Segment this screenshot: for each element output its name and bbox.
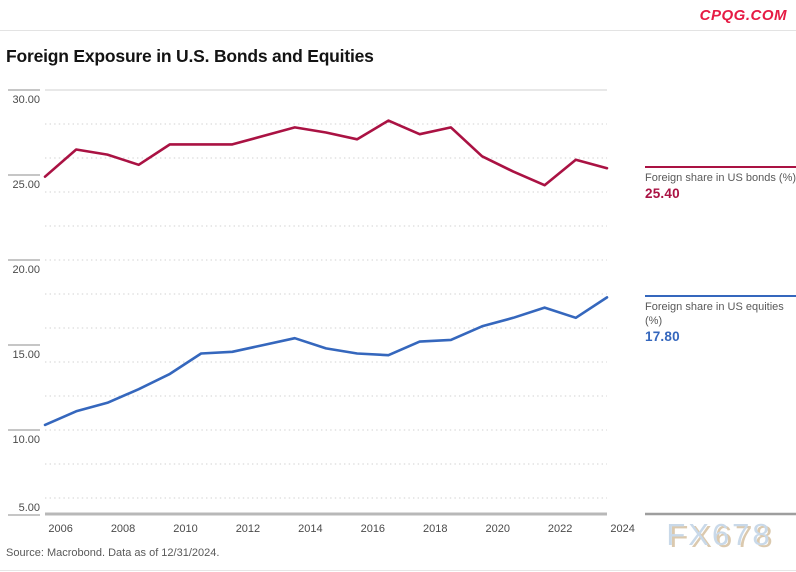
legend-equities-value: 17.80	[645, 329, 680, 345]
x-tick-label-2010: 2010	[173, 523, 197, 535]
x-tick-label-2008: 2008	[111, 523, 135, 535]
x-tick-label-2006: 2006	[48, 523, 72, 535]
x-tick-label-2018: 2018	[423, 523, 447, 535]
series-line-1	[43, 296, 609, 427]
footer-divider	[0, 570, 796, 571]
legend-bonds-label: Foreign share in US bonds (%)	[645, 172, 796, 185]
x-tick-label-2020: 2020	[485, 523, 509, 535]
source-text: Source: Macrobond. Data as of 12/31/2024…	[6, 547, 220, 559]
legend-equities-label: Foreign share in US equities (%)	[645, 301, 784, 328]
x-tick-label-2012: 2012	[236, 523, 260, 535]
watermark-fx678: FX678	[666, 517, 773, 552]
brand-logo: CPQG.COM	[699, 7, 787, 24]
legend-equities: Foreign share in US equities (%) 17.80	[645, 295, 796, 344]
y-tick-label-10: 10.00	[12, 434, 40, 446]
y-tick-label-15: 15.00	[12, 349, 40, 361]
y-tick-label-5: 5.00	[19, 502, 40, 514]
header-divider	[0, 30, 796, 31]
series-line-0	[43, 119, 609, 187]
y-tick-label-20: 20.00	[12, 264, 40, 276]
x-tick-label-2016: 2016	[361, 523, 385, 535]
legend-bonds-value: 25.40	[645, 186, 680, 202]
x-tick-label-2024: 2024	[610, 523, 634, 535]
y-tick-label-30: 30.00	[12, 94, 40, 106]
x-tick-label-2022: 2022	[548, 523, 572, 535]
x-tick-label-2014: 2014	[298, 523, 322, 535]
y-tick-label-25: 25.00	[12, 179, 40, 191]
legend-bonds: Foreign share in US bonds (%) 25.40	[645, 166, 796, 201]
page-title: Foreign Exposure in U.S. Bonds and Equit…	[6, 46, 374, 66]
